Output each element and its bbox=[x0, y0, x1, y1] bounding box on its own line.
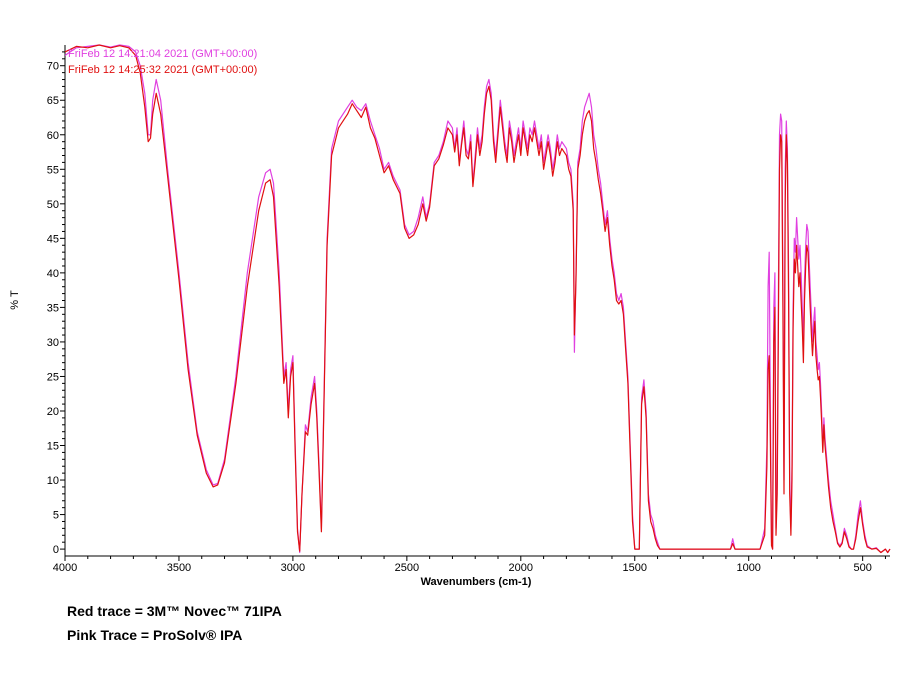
trace-timestamp-2: FriFeb 12 14:25:32 2021 (GMT+00:00) bbox=[68, 64, 257, 76]
x-tick-label: 2500 bbox=[395, 562, 419, 574]
y-tick-label: 60 bbox=[47, 130, 59, 142]
x-tick-label: 500 bbox=[853, 562, 871, 574]
x-tick-label: 3000 bbox=[281, 562, 305, 574]
pink-trace-note: Pink Trace = ProSolv® IPA bbox=[67, 627, 243, 643]
y-tick-label: 35 bbox=[47, 302, 59, 314]
y-tick-label: 45 bbox=[47, 233, 59, 245]
y-tick-label: 15 bbox=[47, 441, 59, 453]
series-line-2 bbox=[64, 44, 891, 554]
x-tick-label: 3500 bbox=[167, 562, 191, 574]
axes: 4000 3500 3000 2500 2000 1500 1000 500 0 5 10 15 20 2… bbox=[47, 45, 890, 574]
x-tick-label: 1000 bbox=[736, 562, 760, 574]
y-tick-label: 30 bbox=[47, 337, 59, 349]
x-tick-label: 4000 bbox=[53, 562, 77, 574]
y-tick-label: 65 bbox=[47, 95, 59, 107]
y-tick-label: 25 bbox=[47, 371, 59, 383]
red-trace-note: Red trace = 3M™ Novec™ 71IPA bbox=[67, 603, 282, 619]
y-tick-label: 50 bbox=[47, 199, 59, 211]
y-tick-label: 0 bbox=[53, 544, 59, 556]
y-tick-label: 55 bbox=[47, 164, 59, 176]
y-tick-label: 10 bbox=[47, 475, 59, 487]
y-tick-label: 40 bbox=[47, 268, 59, 280]
x-tick-label: 1500 bbox=[623, 562, 647, 574]
ir-spectrum-chart: 4000 3500 3000 2500 2000 1500 1000 500 0 5 10 15 20 2… bbox=[9, 44, 891, 588]
y-tick-label: 70 bbox=[47, 61, 59, 73]
trace-timestamp-1: FriFeb 12 14:21:04 2021 (GMT+00:00) bbox=[68, 48, 257, 60]
x-tick-label: 2000 bbox=[509, 562, 533, 574]
y-axis-label: % T bbox=[9, 290, 21, 310]
y-tick-label: 20 bbox=[47, 406, 59, 418]
y-tick-label: 5 bbox=[53, 510, 59, 522]
plot-area: FriFeb 12 14:21:04 2021 (GMT+00:00) FriFe… bbox=[64, 44, 891, 554]
x-axis-label: Wavenumbers (cm-1) bbox=[421, 576, 532, 588]
